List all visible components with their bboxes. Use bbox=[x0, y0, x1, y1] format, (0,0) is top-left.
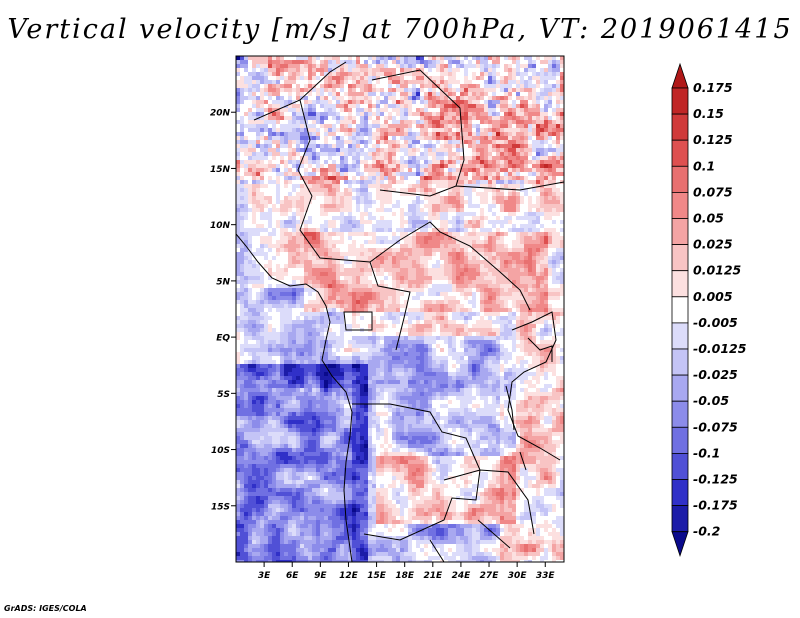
border-east bbox=[507, 311, 561, 461]
colorbar-swatch bbox=[671, 322, 689, 350]
colorbar-swatch bbox=[671, 426, 689, 454]
colorbar-swatch bbox=[671, 400, 689, 428]
colorbar-swatch bbox=[671, 218, 689, 246]
chart-title: Vertical velocity [m/s] at 700hPa, VT: 2… bbox=[7, 14, 793, 45]
x-tick-label: 18E bbox=[395, 571, 415, 581]
colorbar-label: 0.05 bbox=[693, 211, 724, 226]
border-central bbox=[299, 195, 531, 351]
colorbar-label: -0.1 bbox=[693, 445, 720, 460]
colorbar-label: -0.005 bbox=[693, 315, 738, 330]
y-tick-label: 5S bbox=[217, 390, 230, 400]
colorbar-label: 0.125 bbox=[693, 132, 733, 147]
x-tick-label: 33E bbox=[536, 571, 556, 581]
x-tick-label: 6E bbox=[286, 571, 299, 581]
country-borders bbox=[236, 61, 564, 562]
colorbar-swatch bbox=[671, 348, 689, 376]
colorbar-label: 0.025 bbox=[693, 237, 733, 252]
y-tick-label: 10S bbox=[211, 446, 230, 456]
colorbar-swatch bbox=[671, 165, 689, 193]
colorbar-swatch bbox=[671, 374, 689, 402]
colorbar-swatch bbox=[671, 270, 689, 298]
colorbar-label: -0.05 bbox=[693, 393, 729, 408]
colorbar-label: 0.175 bbox=[693, 80, 733, 95]
y-tick-label: 15S bbox=[211, 502, 230, 512]
y-axis: 20N 15N 10N 5N EQ 5S 10S 15S bbox=[210, 109, 236, 512]
border-sahel bbox=[253, 61, 564, 197]
colorbar-label: -0.2 bbox=[693, 524, 720, 539]
x-tick-label: 12E bbox=[339, 571, 359, 581]
colorbar-swatch bbox=[671, 87, 689, 115]
coastline bbox=[236, 233, 353, 562]
y-tick-label: 10N bbox=[210, 221, 231, 231]
colorbar-label: -0.175 bbox=[693, 498, 738, 513]
colorbar-label: -0.0125 bbox=[693, 341, 747, 356]
colorbar-swatch bbox=[671, 244, 689, 272]
x-tick-label: 30E bbox=[508, 571, 528, 581]
colorbar-top-arrow bbox=[671, 62, 689, 89]
colorbar-label: -0.125 bbox=[693, 472, 738, 487]
colorbar-swatch bbox=[671, 191, 689, 219]
colorbar-label: 0.005 bbox=[693, 289, 733, 304]
x-tick-label: 21E bbox=[423, 571, 443, 581]
y-tick-label: 5N bbox=[216, 277, 230, 287]
colorbar-label: 0.075 bbox=[693, 184, 733, 199]
colorbar-swatch bbox=[671, 505, 689, 533]
grads-credit: GrADS: IGES/COLA bbox=[4, 604, 87, 613]
colorbar-swatch bbox=[671, 452, 689, 480]
colorbar-swatch bbox=[671, 139, 689, 167]
x-tick-label: 27E bbox=[480, 571, 500, 581]
y-tick-label: 20N bbox=[210, 109, 231, 119]
x-tick-label: 9E bbox=[314, 571, 327, 581]
y-tick-label: 15N bbox=[210, 165, 231, 175]
x-tick-label: 15E bbox=[367, 571, 387, 581]
plot-frame bbox=[235, 55, 565, 563]
map-field bbox=[236, 56, 564, 562]
border-south bbox=[352, 403, 535, 562]
colorbar-label: 0.0125 bbox=[693, 263, 742, 278]
x-axis: 3E 6E 9E 12E 15E 18E 21E 24E 27E 30E 33E bbox=[258, 562, 556, 581]
colorbar-label: 0.1 bbox=[693, 158, 715, 173]
colorbar-label: -0.075 bbox=[693, 419, 738, 434]
x-tick-label: 24E bbox=[452, 571, 472, 581]
colorbar-swatch bbox=[671, 479, 689, 507]
colorbar-label: 0.15 bbox=[693, 106, 724, 121]
colorbar-swatch bbox=[671, 296, 689, 324]
x-tick-label: 3E bbox=[258, 571, 271, 581]
colorbar-label: -0.025 bbox=[693, 367, 738, 382]
colorbar-bottom-arrow bbox=[671, 531, 689, 557]
colorbar-swatch bbox=[671, 113, 689, 141]
lake-outline bbox=[505, 337, 553, 471]
y-tick-label: EQ bbox=[216, 334, 230, 344]
colorbar: 0.175 0.15 0.125 0.1 0.075 0.05 0.025 0.0125 0.0… bbox=[671, 62, 747, 557]
